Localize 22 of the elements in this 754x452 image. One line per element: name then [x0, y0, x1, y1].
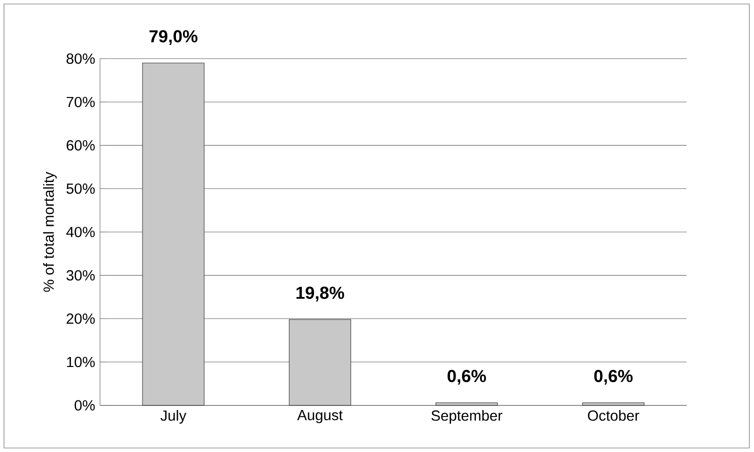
bar [288, 319, 352, 406]
y-tick-label: 20% [66, 313, 95, 324]
y-tick-label: 70% [66, 96, 95, 108]
bar [436, 402, 498, 406]
y-tick-label: 50% [66, 183, 95, 194]
y-tick-label: 60% [66, 140, 95, 151]
bar [582, 402, 644, 406]
x-tick-label: September [431, 410, 502, 424]
y-tick-label: 10% [67, 356, 95, 368]
bar [142, 62, 204, 406]
y-tick-label: 30% [66, 270, 95, 281]
y-axis-title: % of total mortality [43, 172, 57, 292]
y-tick-label: 80% [66, 53, 95, 64]
x-tick-label: July [160, 410, 186, 424]
data-label: 19,8% [296, 286, 344, 302]
y-tick-label: 40% [66, 226, 95, 238]
data-label: 79,0% [150, 30, 198, 45]
y-tick-label: 0% [74, 400, 95, 411]
data-label: 0,6% [448, 370, 486, 385]
x-tick-label: October [588, 410, 640, 421]
x-tick-label: August [297, 410, 343, 424]
data-label: 0,6% [594, 370, 633, 385]
